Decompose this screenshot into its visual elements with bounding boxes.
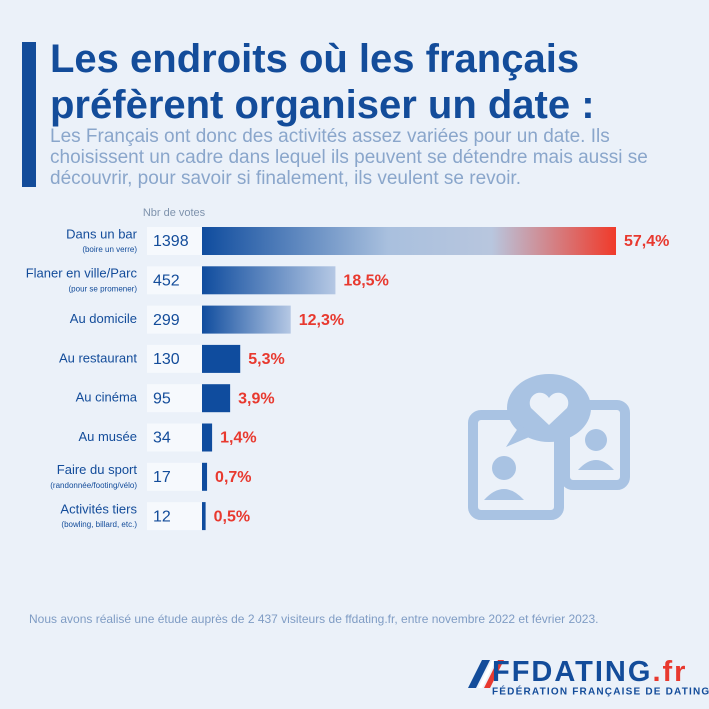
- category-label: Flaner en ville/Parc: [26, 266, 138, 281]
- bar: [202, 502, 206, 531]
- value-label: 3,9%: [238, 390, 274, 407]
- bar: [202, 462, 208, 491]
- category-label: Faire du sport: [57, 462, 138, 477]
- vote-count: 95: [153, 390, 171, 407]
- bar: [202, 423, 213, 452]
- value-header: Nbr de votes: [143, 207, 206, 219]
- vote-box: [147, 462, 202, 491]
- logo: FFDATING.fr FÉDÉRATION FRANÇAISE DE DATI…: [468, 656, 709, 698]
- logo-suffix: .fr: [652, 656, 687, 688]
- vote-count: 34: [153, 430, 171, 447]
- value-label: 0,7%: [215, 469, 251, 486]
- value-label: 57,4%: [624, 233, 669, 250]
- bar: [202, 344, 241, 373]
- vote-count: 12: [153, 508, 171, 525]
- chart-subtitle: Les Français ont donc des activités asse…: [50, 126, 648, 189]
- footnote: Nous avons réalisé une étude auprès de 2…: [29, 612, 598, 626]
- category-sublabel: (bowling, billard, etc.): [61, 520, 137, 529]
- accent-bar: [22, 42, 36, 187]
- category-sublabel: (pour se promener): [69, 284, 138, 293]
- vote-box: [147, 227, 202, 255]
- value-label: 0,5%: [214, 508, 250, 525]
- logo-name: FFDATING: [492, 656, 652, 688]
- illustration: [468, 374, 630, 520]
- chart-title: Les endroits où les français préfèrent o…: [50, 37, 595, 127]
- category-sublabel: (randonnée/footing/vélo): [50, 481, 137, 490]
- category-label: Au restaurant: [59, 350, 137, 365]
- vote-box: [147, 502, 202, 531]
- value-label: 1,4%: [220, 430, 256, 447]
- vote-box: [147, 266, 202, 295]
- category-label: Au musée: [78, 429, 137, 444]
- vote-box: [147, 344, 202, 373]
- bar: [202, 266, 336, 295]
- category-sublabel: (boire un verre): [82, 245, 137, 254]
- vote-count: 452: [153, 273, 180, 290]
- logo-text: FFDATING.fr: [492, 656, 687, 688]
- vote-count: 1398: [153, 233, 189, 250]
- category-label: Activités tiers: [60, 502, 137, 517]
- bar: [202, 305, 291, 334]
- vote-count: 299: [153, 312, 180, 329]
- value-label: 5,3%: [248, 351, 284, 368]
- value-label: 12,3%: [299, 312, 344, 329]
- category-label: Au cinéma: [76, 390, 138, 405]
- vote-count: 130: [153, 351, 180, 368]
- category-label: Dans un bar: [66, 226, 137, 241]
- vote-count: 17: [153, 469, 171, 486]
- value-label: 18,5%: [343, 273, 388, 290]
- bar: [202, 227, 616, 255]
- vote-box: [147, 305, 202, 334]
- logo-tagline: FÉDÉRATION FRANÇAISE DE DATING: [492, 685, 709, 698]
- category-label: Au domicile: [70, 311, 137, 326]
- vote-box: [147, 423, 202, 452]
- vote-box: [147, 384, 202, 413]
- bar: [202, 384, 231, 413]
